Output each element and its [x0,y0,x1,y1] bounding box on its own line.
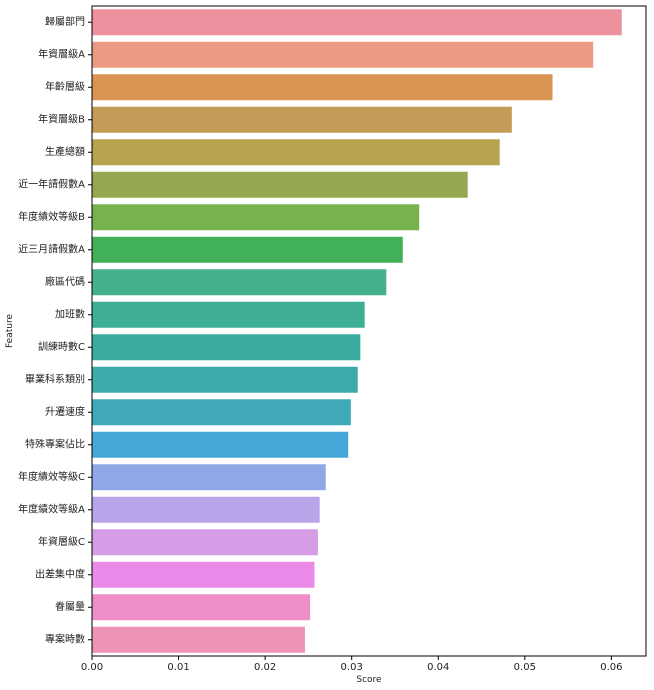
y-tick-label: 專案時數 [45,632,85,645]
bar [92,561,315,588]
y-axis-title: Feature [5,314,15,348]
y-tick-label: 近一年請假數A [18,177,85,190]
bar [92,594,311,621]
x-tick-label: 0.04 [427,662,449,673]
y-tick-label: 升遷速度 [45,405,85,418]
bar [92,626,305,653]
bar [92,334,361,361]
y-tick-label: 年資層級C [38,535,85,548]
x-ticks: 0.00 0.01 0.02 0.03 0.04 0.05 0.06 [81,656,623,673]
x-axis-title: Score [356,675,382,685]
bar [92,529,318,556]
bars-group [92,9,622,653]
y-tick-label: 出差集中度 [35,567,85,580]
bar [92,41,594,68]
y-tick-label: 近三月請假數A [18,242,85,255]
y-tick-label: 生產總額 [45,145,85,158]
y-tick-label: 加班數 [55,307,85,320]
bar [92,9,622,36]
bar [92,301,365,328]
bar [92,171,468,198]
y-tick-label: 廠區代碼 [45,275,85,288]
x-tick-label: 0.05 [514,662,536,673]
y-tick-label: 眷屬量 [55,600,85,613]
plot-frame [91,5,647,657]
y-tick-label: 年資層級A [38,47,85,60]
bar [92,496,320,523]
bar [92,399,351,426]
bar [92,139,500,166]
y-tick-label: 年度績效等級B [18,210,85,223]
y-tick-label: 年資層級B [38,112,85,125]
y-tick-label: 訓練時數C [38,340,85,353]
y-tick-label: 年齡層級 [45,80,85,93]
x-tick-label: 0.01 [167,662,189,673]
bar [92,204,420,231]
bar [92,366,358,393]
bar [92,431,349,458]
x-tick-label: 0.00 [81,662,103,673]
y-tick-label: 畢業科系類別 [25,372,85,385]
y-tick-label: 年度績效等級A [18,502,85,515]
y-tick-label: 歸屬部門 [45,15,85,28]
bar [92,464,326,491]
y-tick-label: 年度績效等級C [18,470,85,483]
bar [92,74,553,101]
bar [92,106,512,133]
x-tick-label: 0.03 [341,662,363,673]
y-tick-label: 特殊專案佔比 [25,437,85,450]
x-tick-label: 0.06 [600,662,622,673]
bar [92,236,403,263]
bar [92,269,387,296]
x-tick-label: 0.02 [254,662,276,673]
